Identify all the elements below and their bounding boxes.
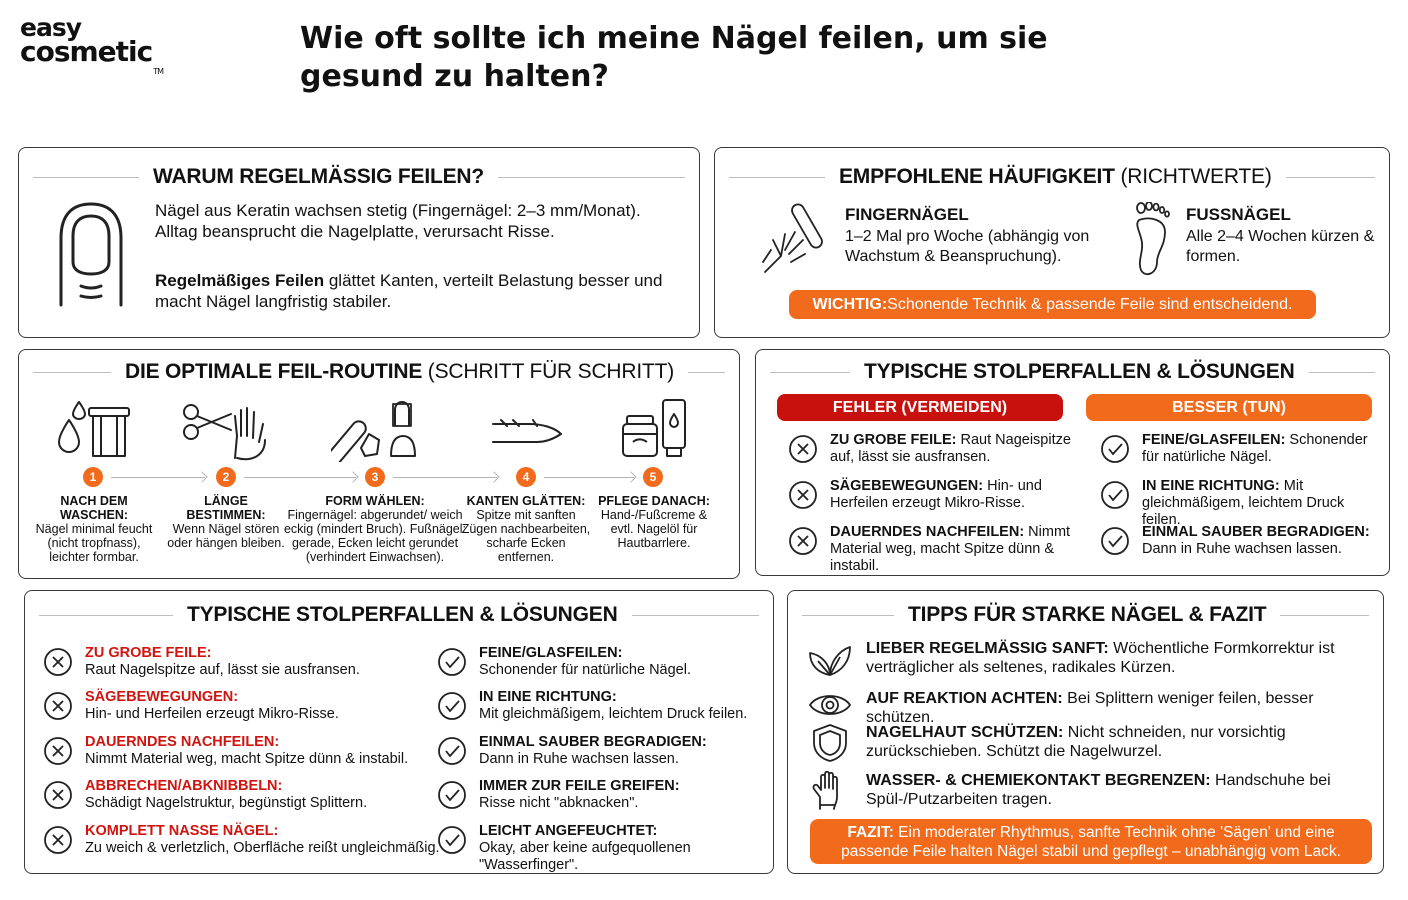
why-title: WARUM REGELMÄSSIG FEILEN? xyxy=(153,165,485,188)
glove-icon xyxy=(808,770,852,811)
frequency-header: EMPFOHLENE HÄUFIGKEIT (RICHTWERTE) xyxy=(729,165,1375,189)
check-circle-icon xyxy=(437,691,467,721)
step-number-3: 3 xyxy=(365,467,385,487)
shield-icon xyxy=(808,723,852,763)
x-circle-icon xyxy=(43,825,73,855)
good-item: IN EINE RICHTUNG: Mit gleichmäßigem, leic… xyxy=(437,689,767,723)
bad-item: SÄGEBEWEGUNGEN: Hin- und Herfeilen erzeug… xyxy=(43,689,433,723)
good-item: LEICHT ANGEFEUCHTET: Okay, aber keine auf… xyxy=(437,823,773,874)
step-number-2: 2 xyxy=(216,467,236,487)
why-header: WARUM REGELMÄSSIG FEILEN? xyxy=(33,165,685,189)
logo-line-2: cosmeticTM xyxy=(20,35,164,77)
why-paragraph-2: Regelmäßiges Feilen glättet Kanten, vert… xyxy=(155,271,663,311)
check-circle-icon xyxy=(1100,434,1130,464)
x-circle-icon xyxy=(43,647,73,677)
logo-line-1: easy xyxy=(20,13,82,42)
check-circle-icon xyxy=(1100,526,1130,556)
step-number-5: 5 xyxy=(643,467,663,487)
good-label: BESSER (TUN) xyxy=(1086,394,1372,421)
x-circle-icon xyxy=(43,736,73,766)
x-circle-icon xyxy=(43,691,73,721)
check-circle-icon xyxy=(1100,480,1130,510)
step-3: FORM WÄHLEN: Fingernägel: abgerundet/ we… xyxy=(283,494,466,564)
x-circle-icon xyxy=(43,780,73,810)
good-item: FEINE/GLASFEILEN: Schonender für natürlic… xyxy=(437,645,767,679)
step-arrow xyxy=(393,477,497,478)
eye-icon xyxy=(808,685,852,725)
frequency-title: EMPFOHLENE HÄUFIGKEIT (RICHTWERTE) xyxy=(839,165,1272,188)
pitfalls-header: TYPISCHE STOLPERFALLEN & LÖSUNGEN xyxy=(39,603,759,627)
nail-edge-icon xyxy=(489,412,565,452)
step-arrow xyxy=(244,477,356,478)
step-number-4: 4 xyxy=(516,467,536,487)
scissors-hand-icon xyxy=(181,402,273,462)
step-arrow xyxy=(111,477,205,478)
bad-item: ABBRECHEN/ABKNIBBELN: Schädigt Nagelstruk… xyxy=(43,778,433,812)
water-drop-towel-icon xyxy=(55,398,133,462)
routine-panel: DIE OPTIMALE FEIL-ROUTINE (SCHRITT FÜR S… xyxy=(18,349,740,579)
tip-item: LIEBER REGELMÄSSIG SANFT: Wöchentliche F… xyxy=(808,639,1374,679)
pitfalls-compact-header: TYPISCHE STOLPERFALLEN & LÖSUNGEN xyxy=(770,360,1375,384)
bad-item: KOMPLETT NASSE NÄGEL: Zu weich & verletzl… xyxy=(43,823,443,857)
step-arrow xyxy=(544,477,634,478)
good-item: EINMAL SAUBER BEGRADIGEN: Dann in Ruhe wa… xyxy=(437,734,767,768)
x-circle-icon xyxy=(788,434,818,464)
step-4: KANTEN GLÄTTEN: Spitze mit sanften Zügen… xyxy=(461,494,591,564)
frequency-panel: EMPFOHLENE HÄUFIGKEIT (RICHTWERTE) FINGE… xyxy=(714,147,1390,338)
finger-title: FINGERNÄGEL xyxy=(845,205,969,224)
routine-title: DIE OPTIMALE FEIL-ROUTINE (SCHRITT FÜR S… xyxy=(125,360,675,383)
tip-item: NAGELHAUT SCHÜTZEN: Nicht schneiden, nur… xyxy=(808,723,1374,763)
foot-text: Alle 2–4 Wochen kürzen & formen. xyxy=(1186,228,1375,265)
bad-item: DAUERNDES NACHFEILEN: Nimmt Material weg… xyxy=(788,524,1098,575)
important-banner: WICHTIG: Schonende Technik & passende Fe… xyxy=(789,290,1316,319)
tip-item: WASSER- & CHEMIEKONTAKT BEGRENZEN: Hands… xyxy=(808,770,1374,811)
check-circle-icon xyxy=(437,825,467,855)
tips-header: TIPPS FÜR STARKE NÄGEL & FAZIT xyxy=(802,603,1369,627)
good-item: FEINE/GLASFEILEN: Schonender für natürli… xyxy=(1100,432,1386,466)
good-item: IMMER ZUR FEILE GREIFEN: Risse nicht "abk… xyxy=(437,778,767,812)
leaf-icon xyxy=(808,639,852,679)
bad-item: ZU GROBE FEILE: Raut Nagelspitze auf, läs… xyxy=(43,645,433,679)
x-circle-icon xyxy=(788,526,818,556)
bad-item: DAUERNDES NACHFEILEN: Nimmt Material weg,… xyxy=(43,734,433,768)
good-item: IN EINE RICHTUNG: Mit gleichmäßigem, lei… xyxy=(1100,478,1386,529)
tips-title: TIPPS FÜR STARKE NÄGEL & FAZIT xyxy=(908,603,1267,626)
step-1: NACH DEM WASCHEN: Nägel minimal feucht (… xyxy=(35,494,153,564)
fazit-banner: FAZIT: Ein moderater Rhythmus, sanfte Te… xyxy=(810,819,1372,864)
finger-text: 1–2 Mal pro Woche (abhängig von Wachstum… xyxy=(845,228,1090,265)
routine-header: DIE OPTIMALE FEIL-ROUTINE (SCHRITT FÜR S… xyxy=(33,360,725,384)
check-circle-icon xyxy=(437,647,467,677)
hand-nail-file-icon xyxy=(759,200,835,278)
foot-icon xyxy=(1135,202,1175,278)
pitfalls-panel: TYPISCHE STOLPERFALLEN & LÖSUNGEN ZU GRO… xyxy=(24,590,774,874)
check-circle-icon xyxy=(437,736,467,766)
good-item: EINMAL SAUBER BEGRADIGEN: Dann in Ruhe w… xyxy=(1100,524,1386,558)
x-circle-icon xyxy=(788,480,818,510)
tips-panel: TIPPS FÜR STARKE NÄGEL & FAZIT LIEBER RE… xyxy=(787,590,1384,874)
step-number-1: 1 xyxy=(83,467,103,487)
fingernail-icon xyxy=(53,200,129,310)
check-circle-icon xyxy=(437,780,467,810)
pitfalls-title: TYPISCHE STOLPERFALLEN & LÖSUNGEN xyxy=(187,603,618,626)
cream-tube-icon xyxy=(619,396,691,462)
brand-logo: easy cosmeticTM xyxy=(20,13,164,77)
bad-item: SÄGEBEWEGUNGEN: Hin- und Herfeilen erzeu… xyxy=(788,478,1088,512)
pitfalls-compact-panel: TYPISCHE STOLPERFALLEN & LÖSUNGEN FEHLER… xyxy=(755,349,1390,576)
bad-item: ZU GROBE FEILE: Raut Nageispitze auf, lä… xyxy=(788,432,1088,466)
nail-file-shapes-icon xyxy=(331,396,417,462)
pitfalls-compact-title: TYPISCHE STOLPERFALLEN & LÖSUNGEN xyxy=(864,360,1295,383)
bad-label: FEHLER (VERMEIDEN) xyxy=(777,394,1063,421)
foot-title: FUSSNÄGEL xyxy=(1186,205,1291,224)
page-title: Wie oft sollte ich meine Nägel feilen, u… xyxy=(300,21,1048,94)
step-5: PFLEGE DANACH: Hand-/Fußcreme & evtl. Na… xyxy=(598,494,710,550)
why-paragraph-1: Nägel aus Keratin wachsen stetig (Finger… xyxy=(155,201,641,241)
step-2: LÄNGE BESTIMMEN: Wenn Nägel stören oder … xyxy=(167,494,285,550)
tip-item: AUF REAKTION ACHTEN: Bei Splittern wenig… xyxy=(808,685,1374,727)
why-panel: WARUM REGELMÄSSIG FEILEN? Nägel aus Kera… xyxy=(18,147,700,338)
